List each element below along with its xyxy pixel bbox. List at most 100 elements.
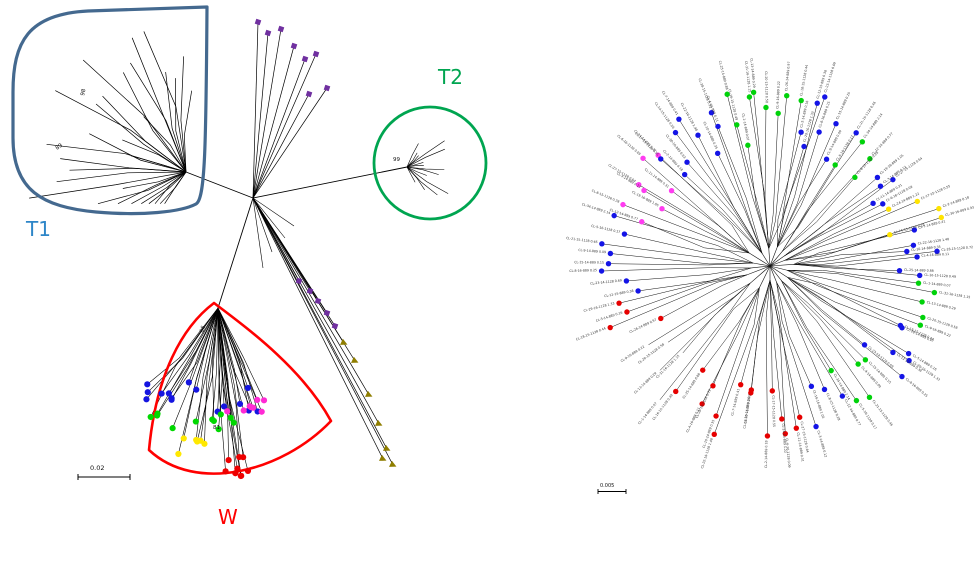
branch — [777, 96, 826, 248]
branch — [769, 265, 782, 281]
w-cluster-dot — [258, 408, 265, 415]
branch — [787, 277, 903, 377]
branch — [638, 184, 750, 254]
branch — [701, 287, 760, 405]
branch — [684, 174, 763, 254]
branch — [783, 185, 881, 257]
branch — [667, 282, 751, 343]
branch — [252, 87, 328, 199]
branch — [180, 56, 187, 173]
tip-dot — [782, 430, 789, 437]
w-cluster-dot — [222, 468, 229, 475]
w-cluster-dot — [175, 450, 182, 458]
purple-square-marker — [301, 55, 309, 63]
tip-label: CL-17-15-1128 0.55 — [771, 395, 776, 427]
tip-label: CL-9-16-889 0.22 — [775, 81, 780, 109]
olive-triangle-marker — [365, 390, 373, 397]
w-cluster-dot — [180, 435, 187, 442]
branch — [660, 274, 747, 319]
tip-dot — [905, 350, 912, 357]
branch — [782, 177, 856, 252]
w-cluster-dot — [185, 379, 192, 386]
w-cluster-dot — [168, 395, 175, 402]
tip-label: CL-9-14-889 0.09 — [578, 248, 606, 254]
w-cluster-dot — [260, 397, 268, 404]
tip-dot — [668, 187, 675, 194]
tip-dot — [658, 156, 664, 162]
branch — [183, 90, 193, 173]
right-tree-branches — [601, 92, 942, 436]
tip-label: CL-25-14-889 0.88 — [682, 372, 701, 399]
branch — [217, 307, 242, 477]
tip-label: CL-18-15-1128 0.44 — [575, 326, 606, 341]
tip-dot — [711, 431, 717, 438]
branch — [686, 162, 763, 254]
olive-triangle-marker — [379, 454, 387, 461]
branch — [217, 307, 238, 469]
w-cluster-dot — [234, 465, 241, 472]
tip-dot — [724, 91, 730, 97]
tip-dot — [832, 162, 838, 168]
w-cluster-dot — [236, 400, 244, 408]
branch — [761, 253, 771, 267]
tip-label: CL-25-14-889 0.88 — [718, 60, 729, 90]
branch — [252, 166, 408, 199]
branch — [769, 265, 788, 271]
tip-dot — [931, 289, 938, 296]
branch — [624, 233, 754, 264]
branch — [252, 28, 282, 199]
tip-label: CL-4-16-889 0.11 — [685, 407, 701, 434]
tip-dot — [904, 248, 910, 255]
branch — [769, 265, 788, 278]
tip-dot — [914, 254, 920, 260]
tip-dot — [833, 121, 839, 127]
branch — [406, 140, 445, 168]
tip-label: CL-29-16-1128 1.33 — [583, 301, 615, 312]
tip-label: CL-22-16-1128 1.48 — [680, 102, 699, 132]
tip-dot — [699, 401, 705, 407]
tip-dot — [862, 357, 869, 363]
tip-dot — [890, 349, 896, 356]
tip-dot — [797, 414, 803, 420]
tip-dot — [914, 198, 921, 205]
tip-dot — [870, 200, 876, 207]
tip-dot — [852, 174, 858, 181]
tip-dot — [866, 394, 873, 401]
w-cluster-dot — [147, 413, 154, 421]
tip-dot — [798, 129, 804, 135]
branch — [217, 307, 241, 404]
branch — [768, 248, 771, 267]
tip-label: CL-31-16-1128 1.15 — [655, 354, 680, 379]
tip-dot — [779, 416, 785, 422]
tip-label: CL-3-14-889 0.12 — [816, 430, 827, 458]
branch — [252, 197, 388, 450]
branch — [406, 148, 445, 168]
tip-dot — [822, 94, 828, 100]
branch — [626, 274, 747, 313]
tip-label: CL-7-14-889 0.41 — [918, 219, 946, 230]
branch — [97, 171, 187, 205]
w-cluster-dot — [230, 419, 237, 426]
tip-dot — [715, 123, 721, 130]
branch — [769, 280, 786, 434]
branch — [82, 59, 187, 173]
branch — [776, 282, 817, 427]
branch — [217, 307, 258, 401]
w-cluster-dot — [217, 411, 224, 418]
branch — [711, 112, 763, 254]
branch — [787, 270, 923, 318]
branch — [406, 166, 445, 170]
bootstrap-value: 81 — [213, 425, 220, 431]
branch — [217, 197, 254, 309]
tip-dot — [917, 272, 923, 279]
tip-label: CL-15-14-889 0.15 — [835, 91, 851, 120]
branch — [768, 100, 802, 249]
branch — [643, 190, 750, 254]
branch — [178, 307, 219, 455]
branch — [102, 95, 187, 173]
branch — [161, 307, 219, 394]
w-cluster-dot — [194, 438, 201, 445]
branch — [55, 90, 187, 173]
tip-label: CL-16-15-1128 0.49 — [727, 89, 738, 121]
